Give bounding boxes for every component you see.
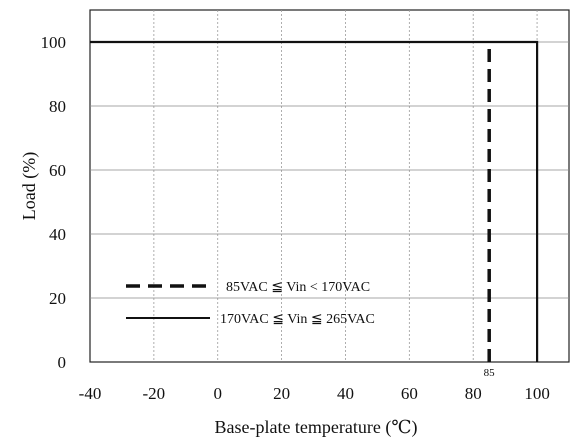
x-tick-label: 40 <box>337 384 354 403</box>
x-tick-label: 0 <box>213 384 222 403</box>
series-line-2 <box>90 40 539 362</box>
annotations: 85 <box>484 367 496 379</box>
y-tick-label: 80 <box>49 97 66 116</box>
y-axis-label: Load (%) <box>19 152 40 220</box>
series-layer <box>90 40 539 362</box>
legend-label-1: 85VAC ≦ Vin < 170VAC <box>226 280 370 295</box>
x-tick-label: 100 <box>524 384 550 403</box>
plot-area <box>89 9 570 363</box>
x-axis-label: Base-plate temperature (℃) <box>214 417 417 438</box>
y-tick-label: 60 <box>49 161 66 180</box>
y-tick-labels: 0 20 40 60 80 100 <box>41 33 67 372</box>
y-tick-label: 40 <box>49 225 66 244</box>
annotation-label: 85 <box>484 367 496 379</box>
grid-lines <box>90 10 569 362</box>
x-tick-label: 20 <box>273 384 290 403</box>
x-tick-label: -40 <box>79 384 102 403</box>
x-tick-label: 60 <box>401 384 418 403</box>
legend-label-2: 170VAC ≦ Vin ≦ 265VAC <box>220 312 375 327</box>
y-tick-label: 100 <box>41 33 67 52</box>
x-tick-labels: -40 -20 0 20 40 60 80 100 <box>79 384 550 403</box>
y-tick-label: 20 <box>49 289 66 308</box>
y-tick-label: 0 <box>58 353 67 372</box>
x-tick-label: 80 <box>465 384 482 403</box>
x-tick-label: -20 <box>143 384 166 403</box>
legend: 85VAC ≦ Vin < 170VAC 170VAC ≦ Vin ≦ 265VA… <box>126 280 375 327</box>
plot-border <box>89 9 570 363</box>
